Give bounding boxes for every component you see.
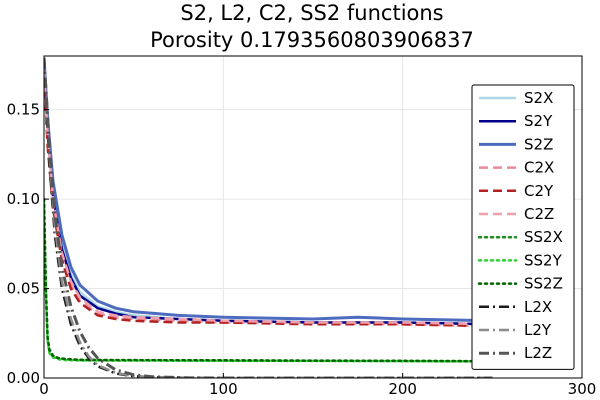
legend-label-c2y: C2Y xyxy=(524,182,554,200)
y-axis: 0.00 0.05 0.10 0.15 xyxy=(7,101,49,387)
legend-label-s2y: S2Y xyxy=(524,112,553,130)
chart-title: S2, L2, C2, SS2 functions xyxy=(180,1,443,25)
x-tick-label: 300 xyxy=(568,380,597,398)
legend-label-ss2z: SS2Z xyxy=(524,275,563,293)
legend-label-l2x: L2X xyxy=(524,298,552,316)
series-line-l2x xyxy=(44,57,493,378)
plot-area xyxy=(44,57,494,378)
series-line-l2y xyxy=(44,57,493,378)
series-line-ss2x xyxy=(44,197,494,363)
legend-label-ss2x: SS2X xyxy=(524,228,563,246)
series-line-s2z xyxy=(44,57,493,323)
legend-label-c2x: C2X xyxy=(524,159,554,177)
legend-label-ss2y: SS2Y xyxy=(524,251,563,269)
y-tick-label: 0.10 xyxy=(7,190,40,208)
legend-label-s2z: S2Z xyxy=(524,135,553,153)
series-line-ss2y xyxy=(44,201,494,363)
plot-frame xyxy=(43,55,583,379)
x-tick-label: 200 xyxy=(388,380,417,398)
legend: S2X S2Y S2Z C2X C2Y C2Z SS2X SS2Y SS2Z L2X L2Y L2Z xyxy=(471,84,575,370)
legend-label-l2y: L2Y xyxy=(524,321,552,339)
series-line-c2y xyxy=(44,73,493,328)
legend-label-l2z: L2Z xyxy=(524,344,552,362)
series-line-s2y xyxy=(44,57,493,326)
chart-subtitle: Porosity 0.1793560803906837 xyxy=(150,28,474,52)
series-line-c2z xyxy=(44,70,493,326)
y-tick-label: 0.00 xyxy=(7,369,40,387)
series-line-l2z xyxy=(44,57,493,378)
legend-label-s2x: S2X xyxy=(524,89,553,107)
legend-label-c2z: C2Z xyxy=(524,205,554,223)
series-line-s2x xyxy=(44,57,493,326)
legend-box xyxy=(471,84,575,370)
x-axis: 0 100 200 300 xyxy=(39,373,596,398)
y-tick-label: 0.15 xyxy=(7,101,40,119)
x-tick-label: 100 xyxy=(209,380,238,398)
series-line-ss2z xyxy=(44,197,494,363)
x-tick-label: 0 xyxy=(39,380,49,398)
y-tick-label: 0.05 xyxy=(7,280,40,298)
